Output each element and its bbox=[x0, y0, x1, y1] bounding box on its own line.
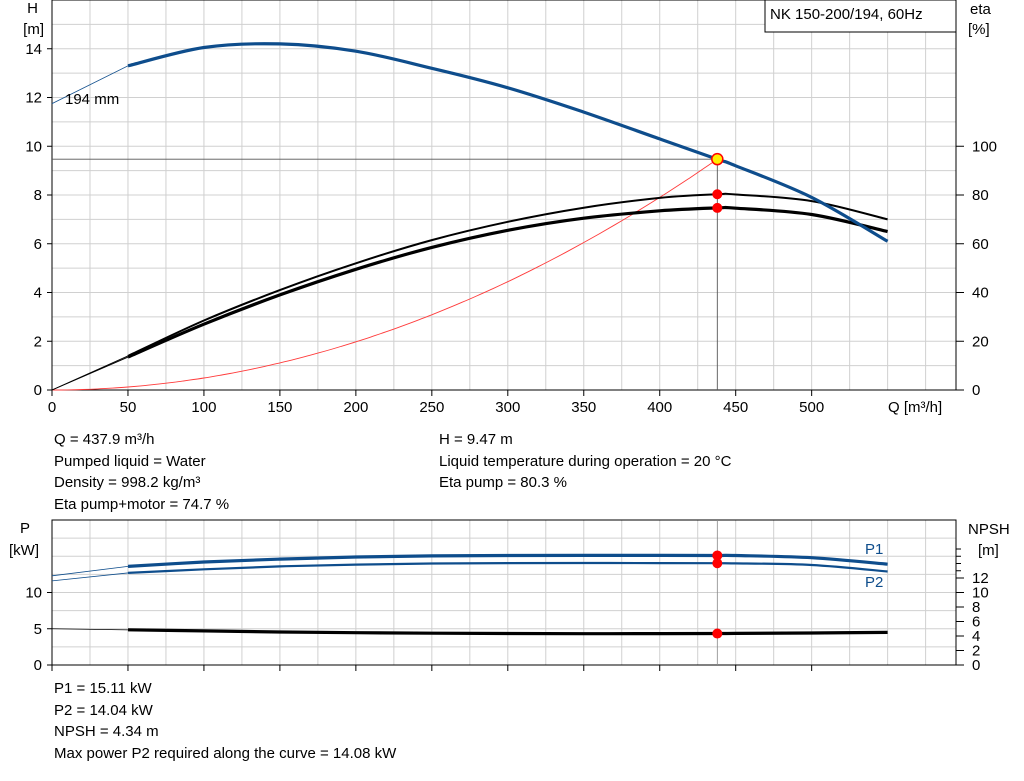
npsh-curve bbox=[127, 628, 888, 636]
y2-tick-label: 20 bbox=[972, 333, 989, 350]
x-tick-label: 200 bbox=[343, 399, 368, 416]
y-tick-label: 0 bbox=[34, 382, 42, 399]
y2-tick-label: 0 bbox=[972, 382, 980, 399]
density-readout: Density = 998.2 kg/m³ bbox=[54, 474, 201, 491]
y-tick-label: 10 bbox=[25, 585, 42, 602]
y-tick-label: 0 bbox=[34, 657, 42, 674]
eta-pump-curve bbox=[127, 192, 888, 357]
x-tick-label: 100 bbox=[191, 399, 216, 416]
npsh-curve-extension bbox=[51, 628, 128, 631]
y2-tick-label: 8 bbox=[972, 599, 980, 616]
y2-axis-unit: [%] bbox=[968, 21, 990, 38]
y2-tick-label: 12 bbox=[972, 570, 989, 587]
y-tick-label: 8 bbox=[34, 187, 42, 204]
npsh-point bbox=[712, 628, 723, 639]
y-tick-label: 2 bbox=[34, 333, 42, 350]
eta-pump-motor-curve bbox=[127, 205, 888, 359]
p2-curve-extension bbox=[51, 572, 129, 582]
p1-readout: P1 = 15.11 kW bbox=[54, 680, 152, 697]
npsh-readout: NPSH = 4.34 m bbox=[54, 723, 159, 740]
y-axis-label: H bbox=[27, 0, 38, 17]
p2-series-label: P2 bbox=[865, 574, 883, 591]
x-tick-label: 150 bbox=[267, 399, 292, 416]
p1-point bbox=[712, 550, 723, 561]
x-axis-label: Q [m³/h] bbox=[888, 399, 942, 416]
x-tick-label: 450 bbox=[723, 399, 748, 416]
max-power-readout: Max power P2 required along the curve = … bbox=[54, 744, 397, 762]
liquid-temperature-readout: Liquid temperature during operation = 20… bbox=[439, 452, 732, 470]
y2-tick-label: 6 bbox=[972, 614, 980, 631]
head-curve-extension bbox=[51, 65, 129, 104]
y-tick-label: 10 bbox=[25, 138, 42, 155]
x-tick-label: 0 bbox=[48, 399, 56, 416]
p2-readout: P2 = 14.04 kW bbox=[54, 701, 153, 719]
x-tick-label: 50 bbox=[120, 399, 137, 416]
y2-axis-label: eta bbox=[970, 1, 992, 18]
flow-readout: Q = 437.9 m³/h bbox=[54, 431, 155, 448]
p1-curve-extension bbox=[51, 566, 129, 577]
y2-tick-label: 2 bbox=[972, 643, 980, 660]
x-tick-label: 500 bbox=[799, 399, 824, 416]
x-tick-label: 350 bbox=[571, 399, 596, 416]
y2-axis-unit: [m] bbox=[978, 542, 999, 559]
y-axis-unit: [kW] bbox=[9, 542, 39, 559]
y-axis-unit: [m] bbox=[23, 21, 44, 38]
y2-tick-label: 0 bbox=[972, 657, 980, 674]
info-top-left: Q = 437.9 m³/h Pumped liquid = Water Den… bbox=[54, 429, 229, 515]
x-tick-label: 250 bbox=[419, 399, 444, 416]
y2-tick-label: 100 bbox=[972, 138, 997, 155]
eta-pump-motor-point bbox=[712, 202, 723, 213]
p1-series-label: P1 bbox=[865, 541, 883, 558]
duty-point bbox=[711, 152, 724, 166]
head-readout: H = 9.47 m bbox=[439, 431, 513, 448]
p2-curve bbox=[127, 561, 888, 574]
p1-curve bbox=[127, 553, 888, 568]
info-top-right: H = 9.47 m Liquid temperature during ope… bbox=[439, 429, 731, 494]
y-tick-label: 12 bbox=[25, 90, 42, 107]
p2-point bbox=[712, 558, 723, 569]
eta-curve-extension bbox=[51, 356, 129, 391]
y-axis-label: P bbox=[20, 520, 30, 537]
head-curve bbox=[127, 42, 889, 243]
y-tick-label: 6 bbox=[34, 236, 42, 253]
eta-pump-readout: Eta pump = 80.3 % bbox=[439, 474, 567, 491]
y2-tick-label: 80 bbox=[972, 187, 989, 204]
eta-pump-point bbox=[712, 189, 723, 200]
x-tick-label: 300 bbox=[495, 399, 520, 416]
pumped-liquid-readout: Pumped liquid = Water bbox=[54, 452, 206, 470]
y2-tick-label: 4 bbox=[972, 628, 980, 645]
y2-tick-label: 60 bbox=[972, 236, 989, 253]
eta-pump-motor-readout: Eta pump+motor = 74.7 % bbox=[54, 495, 230, 513]
title-box bbox=[764, 0, 957, 33]
y-tick-label: 4 bbox=[34, 285, 42, 302]
y2-tick-label: 10 bbox=[972, 585, 989, 602]
info-bottom: P1 = 15.11 kW P2 = 14.04 kW NPSH = 4.34 … bbox=[54, 678, 396, 764]
y2-axis-label: NPSH bbox=[968, 521, 1010, 538]
y-tick-label: 5 bbox=[34, 621, 42, 638]
y-tick-label: 14 bbox=[25, 41, 42, 58]
chart-title: NK 150-200/194, 60Hz bbox=[770, 6, 923, 23]
system-curve bbox=[51, 158, 718, 391]
y2-tick-label: 40 bbox=[972, 285, 989, 302]
x-tick-label: 400 bbox=[647, 399, 672, 416]
impeller-diameter-label: 194 mm bbox=[65, 91, 119, 108]
